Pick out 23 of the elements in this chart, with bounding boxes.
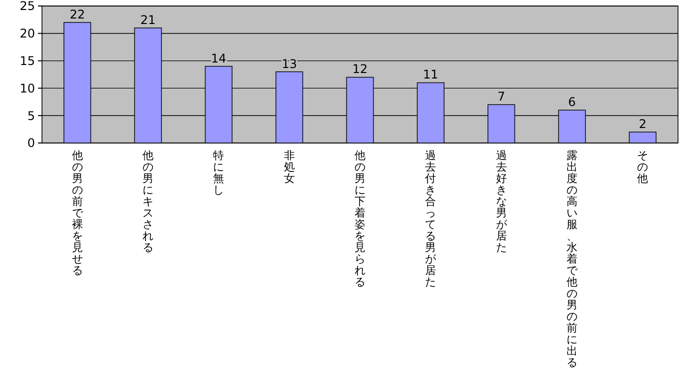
x-tick-label: 特に無し <box>213 149 224 196</box>
data-label: 13 <box>282 56 297 71</box>
x-tick-label: 非処女 <box>284 149 295 185</box>
data-label: 22 <box>70 7 85 22</box>
x-tick-label: その他 <box>637 149 648 185</box>
category-label: 過去付き合ってる男が居た <box>425 149 436 288</box>
category-label: 露出度の高い服、水着で他の男の前に出る <box>566 149 578 369</box>
category-label: 過去好きな男が居た <box>496 149 507 254</box>
data-label: 12 <box>352 62 368 76</box>
data-label: 2 <box>638 117 646 132</box>
category-label: 他の男にキスされる <box>142 149 154 254</box>
category-label: 他の男の前で裸を見せる <box>72 149 83 277</box>
y-tick-label: 5 <box>27 108 35 123</box>
y-tick-label: 0 <box>27 136 35 150</box>
data-label: 7 <box>498 90 506 104</box>
data-label: 11 <box>423 68 438 82</box>
data-label: 21 <box>140 12 156 27</box>
data-label: 6 <box>568 95 576 110</box>
y-tick-label: 15 <box>20 54 35 68</box>
y-tick-label: 10 <box>20 81 35 96</box>
y-tick-label: 25 <box>20 0 35 14</box>
y-tick-label: 20 <box>20 26 35 41</box>
category-label: 他の男に下着姿を見られる <box>354 149 366 288</box>
